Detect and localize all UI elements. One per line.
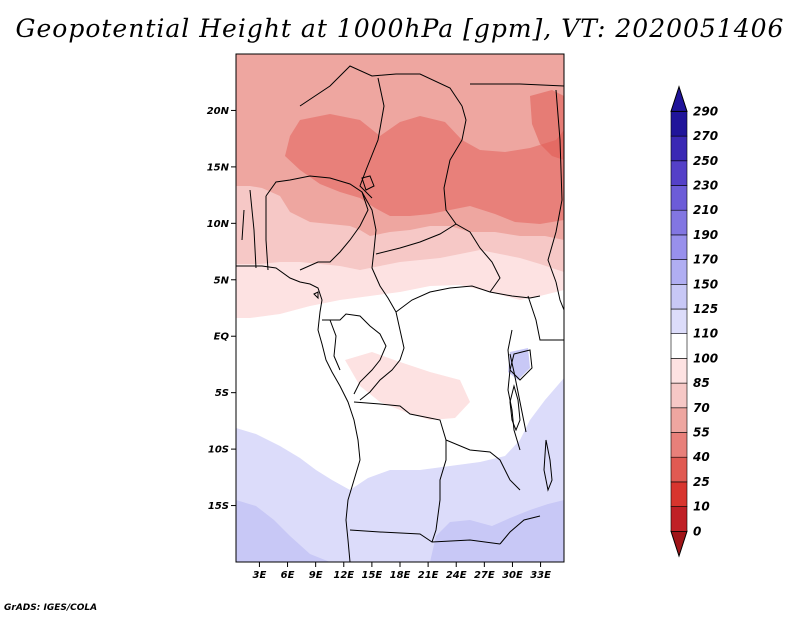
colorbar-level-label: 270 xyxy=(693,129,718,143)
colorbar-swatch xyxy=(670,456,688,483)
colorbar-level-label: 210 xyxy=(693,203,718,217)
colorbar-swatch xyxy=(670,432,688,458)
border-chad-west xyxy=(359,77,385,199)
border-sudan-north xyxy=(470,83,564,87)
colorbar-level-label: 55 xyxy=(693,426,710,440)
colorbar-swatch xyxy=(670,333,688,359)
colorbar-level-label: 250 xyxy=(693,154,718,168)
lon-tick-label: 27E xyxy=(474,570,495,581)
island-bioko xyxy=(313,291,319,300)
colorbar-level-label: 40 xyxy=(692,450,710,464)
lon-tick-label: 3E xyxy=(253,570,267,581)
coast-east-africa xyxy=(555,281,564,311)
lat-tick-label: 5N xyxy=(214,275,230,286)
colorbar-swatch xyxy=(670,358,688,384)
lon-tick-label: 21E xyxy=(418,570,439,581)
colorbar-level-label: 110 xyxy=(693,327,718,341)
border-zambia-zimbabwe xyxy=(499,515,541,545)
height-field xyxy=(236,54,564,562)
lat-tick-label: 5S xyxy=(215,388,229,399)
lake-tanganyika xyxy=(509,384,521,432)
colorbar-level-label: 25 xyxy=(693,475,710,489)
colorbar-level-label: 190 xyxy=(693,228,718,242)
lon-tick-label: 12E xyxy=(333,570,354,581)
colorbar-swatch xyxy=(670,283,688,310)
border-sudan-east xyxy=(547,89,563,283)
border-car-south xyxy=(395,285,541,313)
border-congo-drc xyxy=(359,311,405,401)
colorbar-level-label: 290 xyxy=(693,104,718,118)
colorbar-swatch xyxy=(670,111,688,137)
border-chad-east xyxy=(443,105,501,293)
colorbar-level-label: 125 xyxy=(693,302,718,316)
colorbar-swatch xyxy=(670,481,688,507)
lake-malawi xyxy=(543,439,553,492)
lon-tick-label: 9E xyxy=(309,570,323,581)
lon-tick-label: 30E xyxy=(502,570,523,581)
colorbar-swatch xyxy=(670,234,688,260)
lake-chad xyxy=(361,175,375,191)
colorbar-swatch xyxy=(670,259,688,285)
colorbar-level-label: 10 xyxy=(693,500,710,514)
lat-tick-label: 20N xyxy=(207,106,230,117)
field-region-40-55-north xyxy=(285,114,564,224)
colorbar: 0 10 25 40 55 70 85 100 110 125 150 170 190 210 230 250… xyxy=(670,85,718,558)
field-region-110-125 xyxy=(236,378,564,562)
country-borders xyxy=(236,65,564,562)
colorbar-level-label: 85 xyxy=(693,376,710,390)
colorbar-level-label: 150 xyxy=(693,277,718,291)
coastline-west xyxy=(236,265,361,562)
colorbar-level-label: 70 xyxy=(693,401,710,415)
colorbar-overflow-triangle xyxy=(670,85,688,112)
lon-tick-label: 24E xyxy=(446,570,467,581)
lake-victoria xyxy=(509,349,533,381)
border-cameroon xyxy=(361,191,397,313)
lat-tick-label: EQ xyxy=(214,332,230,343)
colorbar-swatch xyxy=(670,308,688,335)
colorbar-swatch xyxy=(670,160,688,186)
field-region-congo-pink xyxy=(345,352,470,420)
colorbar-swatch xyxy=(670,506,688,532)
colorbar-underflow-triangle xyxy=(670,530,688,558)
lat-tick-label: 15S xyxy=(208,501,229,512)
colorbar-level-label: 100 xyxy=(693,351,718,365)
colorbar-level-label: 0 xyxy=(693,524,701,538)
lon-tick-label: 18E xyxy=(390,570,411,581)
border-uganda xyxy=(527,295,564,341)
field-region-40-55-east xyxy=(530,90,564,160)
colorbar-level-label: 170 xyxy=(693,253,718,267)
lat-tick-label: 15N xyxy=(207,162,230,173)
border-togo-ghana xyxy=(241,189,257,269)
border-drc-east xyxy=(507,329,521,451)
field-region-125-150 xyxy=(236,500,330,562)
border-nigeria xyxy=(265,175,369,271)
lon-tick-label: 6E xyxy=(281,570,295,581)
lon-tick-label: 33E xyxy=(530,570,551,581)
colorbar-swatch xyxy=(670,407,688,433)
lat-tick-label: 10S xyxy=(208,445,229,456)
grads-credit: GrADS: IGES/COLA xyxy=(4,603,98,613)
border-rwanda-tanzania xyxy=(509,353,527,433)
border-car-north xyxy=(375,223,457,255)
lat-tick-label: 10N xyxy=(207,219,230,230)
longitude-axis: 3E 6E 9E 12E 15E 18E 21E 24E 27E 30E 33E xyxy=(253,562,551,581)
latitude-axis: 20N 15N 10N 5N EQ 5S 10S 15S xyxy=(207,106,236,512)
colorbar-swatch xyxy=(670,209,688,236)
field-region-125-150-se xyxy=(430,500,564,562)
border-gabon-congo xyxy=(322,313,387,395)
border-angola-zambia xyxy=(431,440,447,543)
colorbar-swatch xyxy=(670,185,688,211)
colorbar-swatch xyxy=(670,135,688,162)
border-benin xyxy=(265,196,269,271)
border-niger-north xyxy=(299,65,463,107)
colorbar-level-label: 230 xyxy=(693,179,718,193)
lon-tick-label: 15E xyxy=(362,570,383,581)
map-title: Geopotential Height at 1000hPa [gpm], VT… xyxy=(15,14,785,43)
field-region-west-corner xyxy=(236,116,274,170)
colorbar-swatch xyxy=(670,382,688,409)
border-congo-gabon-inner xyxy=(329,319,341,371)
border-angola-namibia xyxy=(349,529,501,545)
